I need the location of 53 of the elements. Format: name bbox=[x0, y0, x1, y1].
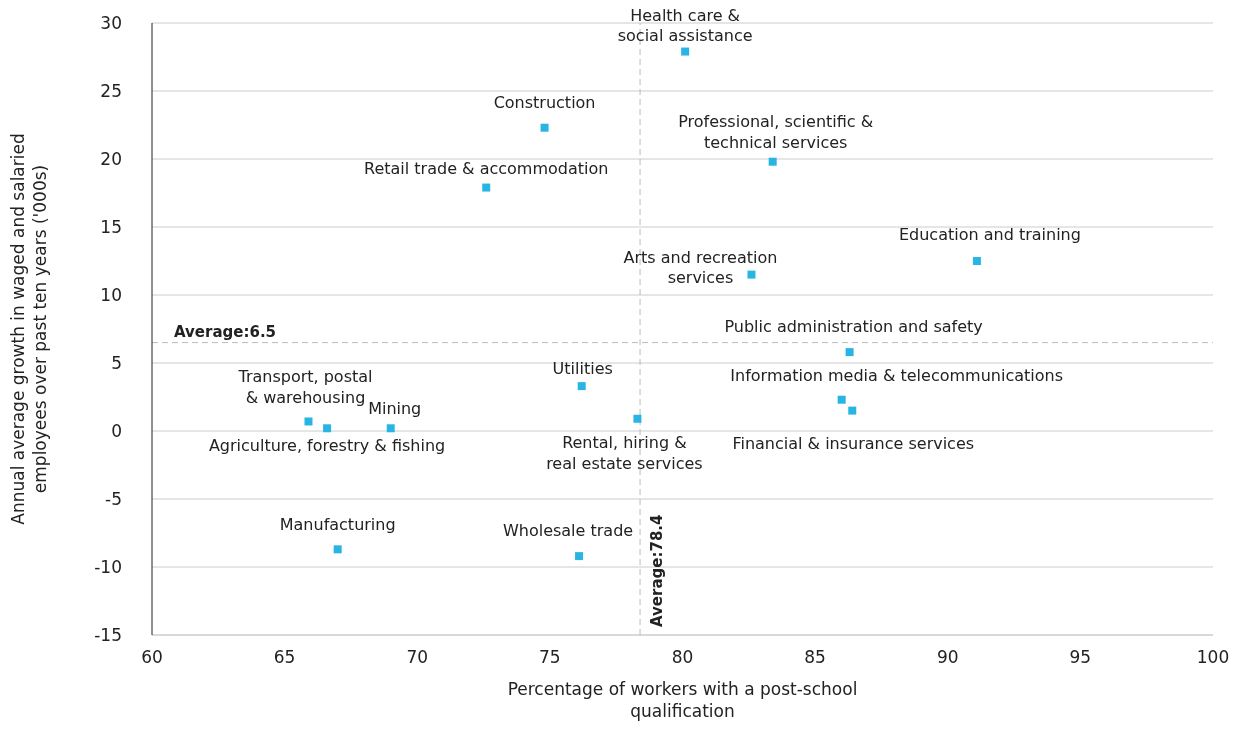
point bbox=[845, 348, 854, 357]
annotation: Professional, scientific & technical services bbox=[678, 111, 874, 152]
y-tick-label: 25 bbox=[100, 81, 122, 102]
point bbox=[333, 545, 342, 554]
point bbox=[386, 424, 395, 433]
x-tick-label: 85 bbox=[804, 647, 826, 668]
y-tick-label: 5 bbox=[111, 353, 122, 374]
point bbox=[837, 395, 846, 404]
x-axis-title: Percentage of workers with a post-school qualification bbox=[507, 679, 858, 722]
annotation: Retail trade & accommodation bbox=[364, 158, 609, 178]
annotation: Rental, hiring & real estate services bbox=[546, 432, 703, 473]
annotation: Health care & social assistance bbox=[617, 5, 753, 46]
y-tick-label: -10 bbox=[94, 557, 122, 578]
point bbox=[681, 47, 690, 56]
x-tick-label: 70 bbox=[406, 647, 429, 668]
point bbox=[575, 552, 584, 561]
point bbox=[323, 424, 332, 433]
annotation: Public administration and safety bbox=[724, 317, 983, 337]
annotation: Manufacturing bbox=[279, 515, 396, 535]
annotation: Agriculture, forestry & fishing bbox=[208, 436, 446, 456]
point bbox=[482, 183, 491, 192]
point bbox=[768, 157, 777, 166]
annotation: Construction bbox=[493, 92, 596, 112]
ref-line-label: Average:6.5 bbox=[174, 322, 277, 341]
y-tick-label: 30 bbox=[100, 13, 122, 34]
x-tick-label: 100 bbox=[1196, 647, 1230, 668]
y-tick-label: -5 bbox=[105, 489, 122, 510]
point bbox=[747, 270, 756, 279]
y-tick-label: 20 bbox=[100, 149, 122, 170]
x-tick-label: 65 bbox=[273, 647, 296, 668]
annotation: Utilities bbox=[552, 359, 613, 379]
x-tick-label: 95 bbox=[1069, 647, 1092, 668]
y-tick-label: -15 bbox=[94, 625, 122, 646]
point bbox=[633, 414, 642, 423]
annotation: Financial & insurance services bbox=[732, 433, 975, 453]
point bbox=[848, 406, 857, 415]
y-tick-label: 10 bbox=[100, 285, 122, 306]
y-axis-title: Annual average growth in waged and salaried employees over past ten years ('000s) bbox=[8, 133, 51, 525]
x-tick-label: 75 bbox=[539, 647, 561, 668]
y-tick-label: 15 bbox=[100, 217, 122, 238]
point bbox=[577, 382, 586, 391]
annotation: Arts and recreation services bbox=[623, 247, 778, 288]
y-tick-label: 0 bbox=[111, 421, 122, 442]
point bbox=[304, 417, 313, 426]
point bbox=[972, 257, 981, 265]
annotation: Information media & telecommunications bbox=[730, 365, 1063, 385]
annotation: Wholesale trade bbox=[502, 521, 634, 541]
x-tick-label: 60 bbox=[141, 647, 163, 668]
x-tick-label: 90 bbox=[936, 647, 959, 668]
point bbox=[540, 123, 549, 132]
x-tick-label: 80 bbox=[671, 647, 694, 668]
ref-line-label: Average:78.4 bbox=[648, 514, 667, 627]
annotation: Education and training bbox=[898, 225, 1081, 244]
